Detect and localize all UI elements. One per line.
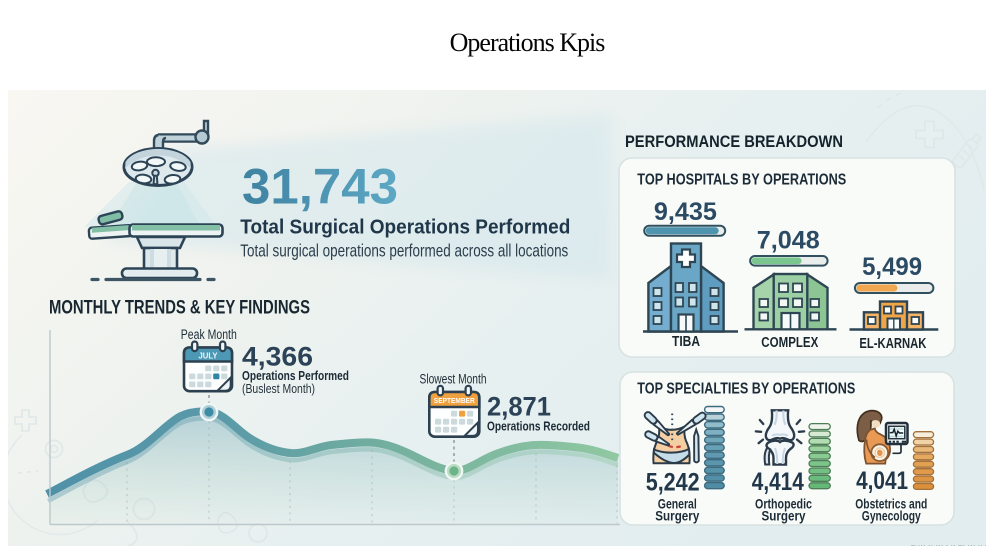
svg-text:5,242: 5,242 [646, 468, 700, 496]
svg-text:COMPLEX: COMPLEX [761, 335, 818, 351]
svg-text:2,871: 2,871 [487, 392, 551, 422]
svg-text:31,743: 31,743 [242, 159, 398, 215]
svg-text:JULY: JULY [199, 350, 218, 360]
svg-text:7,048: 7,048 [757, 227, 820, 255]
svg-text:4,414: 4,414 [752, 468, 804, 496]
svg-text:EL-KARNAK: EL-KARNAK [859, 336, 926, 352]
svg-text:Obstetrics and: Obstetrics and [855, 496, 927, 512]
svg-text:5,499: 5,499 [862, 253, 922, 281]
svg-text:Operations Recorded: Operations Recorded [487, 420, 590, 434]
svg-text:TOP HOSPITALS BY OPERATIONS: TOP HOSPITALS BY OPERATIONS [637, 172, 846, 189]
svg-text:Orthopedic: Orthopedic [755, 496, 812, 512]
svg-text:9,435: 9,435 [654, 198, 717, 226]
svg-text:4,366: 4,366 [242, 342, 313, 372]
svg-text:Total Surgical Operations Perf: Total Surgical Operations Performed [240, 216, 570, 239]
svg-text:TOP SPECIALTIES BY OPERATIONS: TOP SPECIALTIES BY OPERATIONS [637, 381, 855, 398]
svg-text:Total surgical operations perf: Total surgical operations performed acro… [240, 241, 568, 261]
svg-text:General: General [658, 496, 697, 512]
svg-text:Slowest Month: Slowest Month [420, 371, 487, 386]
svg-text:TIBA: TIBA [672, 334, 700, 350]
svg-text:– ··· ·· ··· · ·· –· ··· ·· –·: – ··· ·· ··· · ·· –· ··· ·· –·· [911, 541, 986, 546]
svg-text:MONTHLY TRENDS & KEY FINDINGS: MONTHLY TRENDS & KEY FINDINGS [49, 298, 310, 319]
svg-text:Surgery: Surgery [655, 508, 699, 524]
svg-text:(Buslest Month): (Buslest Month) [242, 382, 315, 396]
svg-text:SEPTEMBER: SEPTEMBER [434, 396, 476, 405]
svg-text:Gynecology: Gynecology [862, 508, 921, 524]
svg-text:4,041: 4,041 [856, 467, 908, 495]
svg-text:Peak Month: Peak Month [181, 327, 237, 342]
svg-text:Surgery: Surgery [762, 508, 806, 524]
svg-text:PERFORMANCE BREAKDOWN: PERFORMANCE BREAKDOWN [625, 133, 843, 151]
svg-text:Operations Performed: Operations Performed [242, 369, 349, 383]
